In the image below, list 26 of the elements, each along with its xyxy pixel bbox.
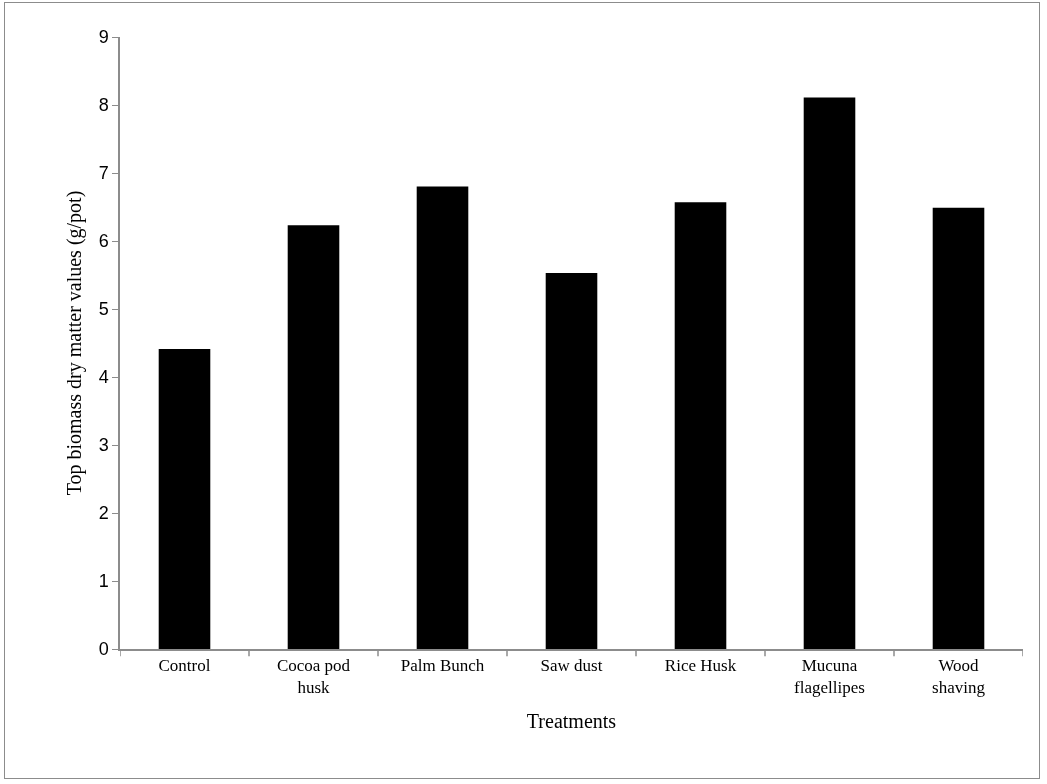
y-tick-label: 3 [98,435,109,456]
y-tick-label: 6 [98,231,109,252]
bar [674,202,727,649]
bar [545,272,598,649]
x-tick-label: Wood shaving [932,656,986,698]
y-tick-label: 8 [98,95,109,116]
bar [803,97,856,649]
y-tick-label: 7 [98,163,109,184]
y-axis-title: Top biomass dry matter values (g/pot) [62,190,86,496]
bar [932,207,985,649]
y-tick-label: 5 [98,299,109,320]
x-axis-title: Treatments [526,710,617,733]
y-tick-label: 4 [98,367,109,388]
x-tick-label: Rice Husk [664,656,737,676]
bar [416,186,469,649]
y-tick-label: 0 [98,639,109,660]
bar [158,349,211,649]
x-tick-label: Mucuna flagellipes [794,656,865,698]
x-tick-label: Saw dust [540,656,603,676]
x-tick-label: Palm Bunch [400,656,485,676]
x-tick-label: Cocoa pod husk [276,656,351,698]
y-tick-label: 2 [98,503,109,524]
bar [287,225,340,649]
y-tick-label: 9 [98,27,109,48]
x-tick-label: Control [158,656,211,676]
y-tick-label: 1 [98,571,109,592]
